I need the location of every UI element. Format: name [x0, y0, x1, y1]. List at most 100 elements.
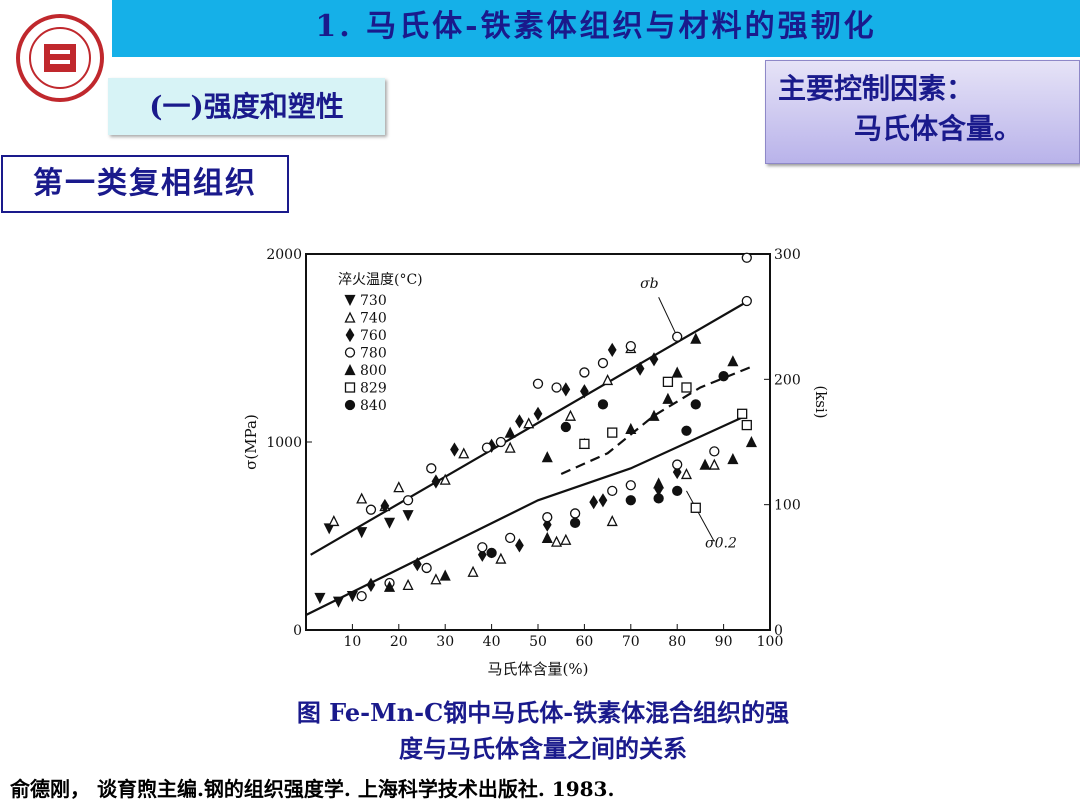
point [741, 252, 752, 263]
point [672, 331, 683, 342]
point [402, 510, 414, 522]
point [533, 406, 543, 421]
point [649, 352, 659, 367]
legend-marker [344, 311, 356, 323]
point [356, 591, 367, 602]
legend-marker [345, 327, 355, 343]
point [709, 446, 720, 457]
point [458, 447, 470, 459]
legend-label: 740 [360, 311, 387, 327]
legend-marker [344, 347, 356, 358]
x-tick-label: 100 [757, 634, 784, 650]
point [607, 342, 617, 357]
point [495, 436, 507, 448]
x-tick-label: 40 [483, 634, 501, 650]
point [741, 295, 752, 307]
x-axis-label: 马氏体含量(%) [488, 660, 589, 678]
point [680, 468, 693, 480]
point [356, 527, 368, 539]
legend-label: 840 [360, 398, 387, 414]
point [727, 355, 739, 367]
point [439, 569, 451, 581]
point [504, 441, 516, 453]
point [741, 419, 752, 431]
header-title: 1. 马氏体-铁素体组织与材料的强韧化 [315, 9, 877, 44]
point [745, 436, 757, 448]
legend-label: 730 [360, 293, 387, 309]
x-tick-label: 30 [436, 634, 454, 650]
callout-line: 主要控制因素： [778, 72, 975, 105]
point [393, 481, 405, 493]
point [380, 498, 390, 514]
reference: 俞德刚， 谈育煦主编.钢的组织强度学. 上海科学技术出版社. 1983. [10, 777, 615, 801]
point [662, 376, 674, 387]
point [383, 517, 396, 529]
point [597, 357, 609, 369]
fit-line [305, 416, 743, 616]
point [383, 580, 396, 592]
y2-tick-label: 300 [774, 247, 801, 263]
point [542, 512, 553, 523]
point [560, 421, 571, 433]
line-annotation: σ0.2 [705, 535, 737, 551]
point [505, 532, 516, 544]
x-tick-label: 50 [529, 634, 547, 650]
caption-line: 度与马氏体含量之间的关系 [399, 734, 687, 763]
point [402, 578, 414, 591]
legend-label: 760 [360, 328, 387, 344]
point [635, 361, 645, 376]
point [477, 542, 488, 553]
y-axis-label: σ(MPa) [242, 414, 260, 470]
point [598, 493, 608, 508]
x-tick-label: 70 [622, 634, 640, 650]
point [727, 452, 739, 465]
point [504, 426, 516, 438]
point [625, 340, 636, 352]
point [332, 596, 345, 608]
point [681, 425, 692, 436]
point [653, 477, 665, 489]
point [681, 382, 692, 393]
point [625, 495, 636, 506]
x-tick-label: 90 [715, 634, 733, 650]
callout: 主要控制因素： 马氏体含量。 [765, 60, 1080, 164]
point [580, 384, 589, 399]
point [542, 517, 552, 532]
point [314, 592, 326, 604]
logo [16, 14, 104, 102]
x-tick-label: 60 [575, 634, 593, 650]
callout-line: 马氏体含量。 [854, 112, 1023, 145]
point [430, 573, 442, 585]
point [439, 473, 451, 485]
subsection-title: 第一类复相组织 [1, 155, 289, 213]
point [323, 523, 335, 535]
point [602, 374, 614, 386]
caption-line: 图 Fe-Mn-C钢中马氏体-铁素体混合组织的强 [296, 698, 790, 727]
point [690, 502, 701, 513]
x-tick-label: 20 [390, 634, 408, 650]
y-tick-label: 2000 [266, 247, 302, 263]
legend-label: 780 [360, 346, 387, 362]
point [486, 547, 497, 559]
point [564, 409, 577, 421]
line-annotation: σb [640, 276, 659, 292]
section-title: (一)强度和塑性 [108, 78, 385, 135]
point [515, 414, 524, 429]
point [708, 458, 720, 470]
point [718, 371, 729, 382]
point [606, 515, 618, 527]
point [412, 557, 422, 572]
fit-line [560, 365, 752, 475]
y-tick-label: 0 [293, 623, 302, 639]
point [481, 442, 493, 453]
point [541, 531, 553, 544]
point [421, 562, 432, 574]
point [597, 399, 609, 410]
point [625, 422, 637, 434]
legend-marker [344, 294, 356, 306]
point [569, 508, 581, 519]
point [366, 577, 376, 592]
caption: 图 Fe-Mn-C钢中马氏体-铁素体混合组织的强 度与马氏体含量之间的关系 [240, 695, 846, 767]
legend-marker [344, 364, 356, 376]
